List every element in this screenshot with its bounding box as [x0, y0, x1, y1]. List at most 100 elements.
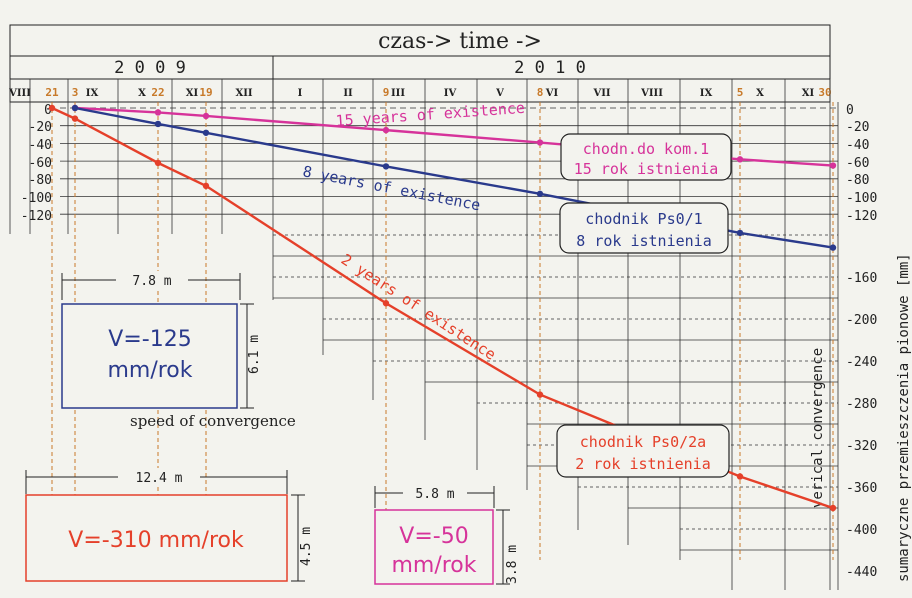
- month-label-xi-2009: XI: [186, 88, 199, 99]
- vertical-convergence-label: verical convergence: [810, 348, 826, 508]
- legend-red-line1: chodnik Ps0/2a: [580, 433, 706, 451]
- red-series-point: [829, 504, 837, 512]
- month-label-iv-2010: IV: [444, 88, 457, 99]
- magenta-series-point: [382, 126, 390, 134]
- legend-blue-box: [559, 202, 729, 254]
- profile-red-box: [25, 494, 288, 582]
- month-label-iii-2010: III: [391, 88, 405, 99]
- left-tick-120: -120: [21, 209, 52, 224]
- month-label-v-2010: V: [495, 88, 504, 99]
- blue-series-point: [71, 104, 79, 112]
- right-tick-0: 0: [846, 103, 854, 118]
- blue-series-point: [382, 163, 390, 170]
- blue-series-point: [536, 190, 544, 198]
- profile-blue-box: [61, 303, 238, 409]
- magenta-series-point: [829, 162, 837, 169]
- legend-magenta-line1: chodn.do kom.1: [583, 140, 709, 158]
- month-label-vii-2010: VII: [592, 88, 610, 99]
- year-2010-label: 2 0 1 0: [514, 58, 586, 78]
- left-tick-100: -100: [21, 191, 52, 206]
- right-tick-400: -400: [846, 523, 877, 538]
- month-label-ii-2010: II: [343, 88, 353, 99]
- month-label-x-2010: X: [756, 88, 764, 99]
- right-tick-80: -80: [846, 173, 869, 188]
- profile-blue: 7.8 m V=-125 mm/rok 6.1 m: [61, 271, 262, 409]
- legend-blue-line1: chodnik Ps0/1: [585, 210, 702, 228]
- magenta-series-point: [736, 156, 744, 163]
- profile-magenta-box: [374, 509, 494, 585]
- profile-magenta-speed-line1: V=-50: [399, 524, 468, 549]
- red-series-point: [48, 104, 56, 112]
- right-axis-label: sumaryczne przemieszczenia pionowe [mm]: [896, 253, 912, 582]
- right-tick-40: -40: [846, 138, 869, 153]
- left-tick-80: -80: [29, 173, 52, 188]
- speed-of-convergence-label: speed of convergence: [130, 412, 296, 430]
- profile-blue-height-label: 6.1 m: [247, 335, 262, 374]
- measurement-day-labels: 21 3 22 19 9 8 5 30: [45, 86, 831, 99]
- legend-blue: chodnik Ps0/1 8 rok istnienia: [559, 202, 729, 254]
- legend-magenta-box: [560, 133, 732, 181]
- month-label-x-2009: X: [138, 88, 146, 99]
- magenta-series-point: [202, 112, 210, 120]
- right-tick-440: -440: [846, 565, 877, 580]
- red-series-point: [382, 300, 390, 307]
- month-label-viii-2010: VIII: [640, 88, 663, 99]
- right-tick-280: -280: [846, 397, 877, 412]
- right-tick-120: -120: [846, 209, 877, 224]
- profile-magenta-width-label-bg: [403, 484, 467, 502]
- month-label-xi-2010: XI: [802, 88, 815, 99]
- magenta-series-point: [536, 139, 544, 146]
- right-tick-360: -360: [846, 481, 877, 496]
- legend-magenta: chodn.do kom.1 15 rok istnienia: [560, 133, 732, 181]
- day-label-21: 21: [45, 86, 59, 99]
- left-tick-20: -20: [29, 120, 52, 135]
- chart-title: czas-> time ->: [378, 29, 542, 54]
- month-label-ix-2009: IX: [86, 88, 99, 99]
- right-tick-240: -240: [846, 355, 877, 370]
- day-label-30: 30: [818, 86, 831, 99]
- day-label-3: 3: [72, 86, 79, 99]
- magenta-series-point: [154, 109, 162, 116]
- profile-blue-width-label: 7.8 m: [132, 274, 171, 289]
- profile-red-width-label-bg: [118, 468, 200, 486]
- left-tick-40: -40: [29, 138, 52, 153]
- profile-blue-speed-line1: V=-125: [108, 327, 191, 352]
- day-label-9: 9: [383, 86, 390, 99]
- month-label-xii-2009: XII: [235, 88, 252, 99]
- left-tick-60: -60: [29, 156, 52, 171]
- left-tick-0: 0: [44, 103, 52, 118]
- legend-red-box: [556, 424, 730, 478]
- profile-red-height-label: 4.5 m: [299, 527, 314, 566]
- blue-series-point: [154, 120, 162, 128]
- profile-magenta-height-label: 3.8 m: [505, 545, 520, 584]
- month-label-viii-2009: VIII: [8, 88, 31, 99]
- day-label-19: 19: [199, 86, 212, 99]
- month-label-vi-2010: VI: [545, 88, 559, 99]
- blue-series-point: [829, 244, 837, 251]
- blue-series-point: [202, 129, 210, 136]
- month-label-i-2010: I: [298, 88, 303, 99]
- month-label-ix-2010: IX: [700, 88, 713, 99]
- day-label-5: 5: [737, 86, 744, 99]
- red-series-point: [71, 115, 79, 122]
- blue-series-point: [736, 229, 744, 237]
- day-label-22: 22: [151, 86, 164, 99]
- red-series-point: [154, 159, 162, 167]
- right-tick-20: -20: [846, 120, 869, 135]
- profile-magenta-speed-line2: mm/rok: [391, 553, 476, 578]
- red-series-point: [202, 182, 210, 190]
- legend-red: chodnik Ps0/2a 2 rok istnienia: [556, 424, 730, 478]
- red-series-point: [736, 473, 744, 480]
- legend-magenta-line2: 15 rok istnienia: [574, 160, 719, 178]
- month-labels: VIII IX X XI XII I II III IV V VI VII VI…: [8, 88, 814, 99]
- year-2009-label: 2 0 0 9: [114, 58, 186, 78]
- legend-blue-line2: 8 rok istnienia: [576, 232, 711, 250]
- profile-red-speed-line1: V=-310 mm/rok: [68, 528, 244, 553]
- legend-red-line2: 2 rok istnienia: [575, 455, 710, 473]
- profile-red: 12.4 m V=-310 mm/rok 4.5 m: [25, 468, 314, 582]
- profile-red-width-label: 12.4 m: [136, 471, 183, 486]
- right-axis: 0 -20 -40 -60 -80 -100 -120 -160 -200 -2…: [846, 103, 877, 580]
- profile-blue-width-label-bg: [116, 271, 188, 289]
- profile-magenta-width-label: 5.8 m: [415, 487, 454, 502]
